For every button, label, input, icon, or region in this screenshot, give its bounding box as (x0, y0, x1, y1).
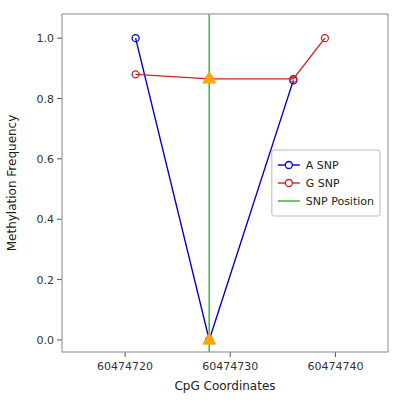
x-axis-label: CpG Coordinates (174, 379, 275, 393)
triangle-marker (203, 333, 216, 344)
y-tick (57, 339, 62, 340)
legend-swatch (278, 162, 300, 169)
legend-swatch (278, 201, 300, 202)
y-tick (57, 38, 62, 39)
legend-label: G SNP (306, 177, 340, 190)
plot-frame (62, 14, 388, 352)
y-axis-label: Methylation Frequency (5, 115, 19, 252)
legend-line (278, 200, 300, 202)
y-tick-label: 0.0 (37, 334, 55, 347)
triangle-marker (203, 72, 216, 83)
x-tick (230, 352, 231, 357)
y-tick-label: 0.4 (37, 213, 55, 226)
y-tick-label: 0.2 (37, 274, 55, 287)
point-marker (132, 71, 139, 78)
legend-marker (285, 180, 292, 187)
series-line (136, 38, 294, 340)
x-tick-label: 60474740 (307, 360, 363, 373)
point-marker (321, 35, 328, 42)
x-tick (335, 352, 336, 357)
legend: A SNP G SNP SNP Position (272, 150, 380, 216)
x-tick (125, 352, 126, 357)
point-marker (290, 75, 297, 82)
y-tick-label: 1.0 (37, 32, 55, 45)
y-tick (57, 98, 62, 99)
legend-swatch (278, 180, 300, 187)
y-tick (57, 158, 62, 159)
legend-box (272, 150, 380, 216)
y-tick (57, 219, 62, 220)
plot-data (132, 14, 328, 352)
legend-marker (285, 162, 292, 169)
x-tick-label: 60474730 (202, 360, 258, 373)
y-tick (57, 279, 62, 280)
chart: 60474720 60474730 60474740 0.0 0.2 0.4 0.6 0.8 1… (0, 0, 400, 400)
y-tick-label: 0.8 (37, 93, 55, 106)
series-line (136, 38, 325, 79)
plot-area (62, 14, 388, 352)
snp-line (208, 14, 210, 352)
point-marker (132, 35, 139, 42)
legend-label: A SNP (306, 159, 339, 172)
y-tick-label: 0.6 (37, 153, 55, 166)
legend-label: SNP Position (306, 195, 374, 208)
x-tick-label: 60474720 (97, 360, 153, 373)
